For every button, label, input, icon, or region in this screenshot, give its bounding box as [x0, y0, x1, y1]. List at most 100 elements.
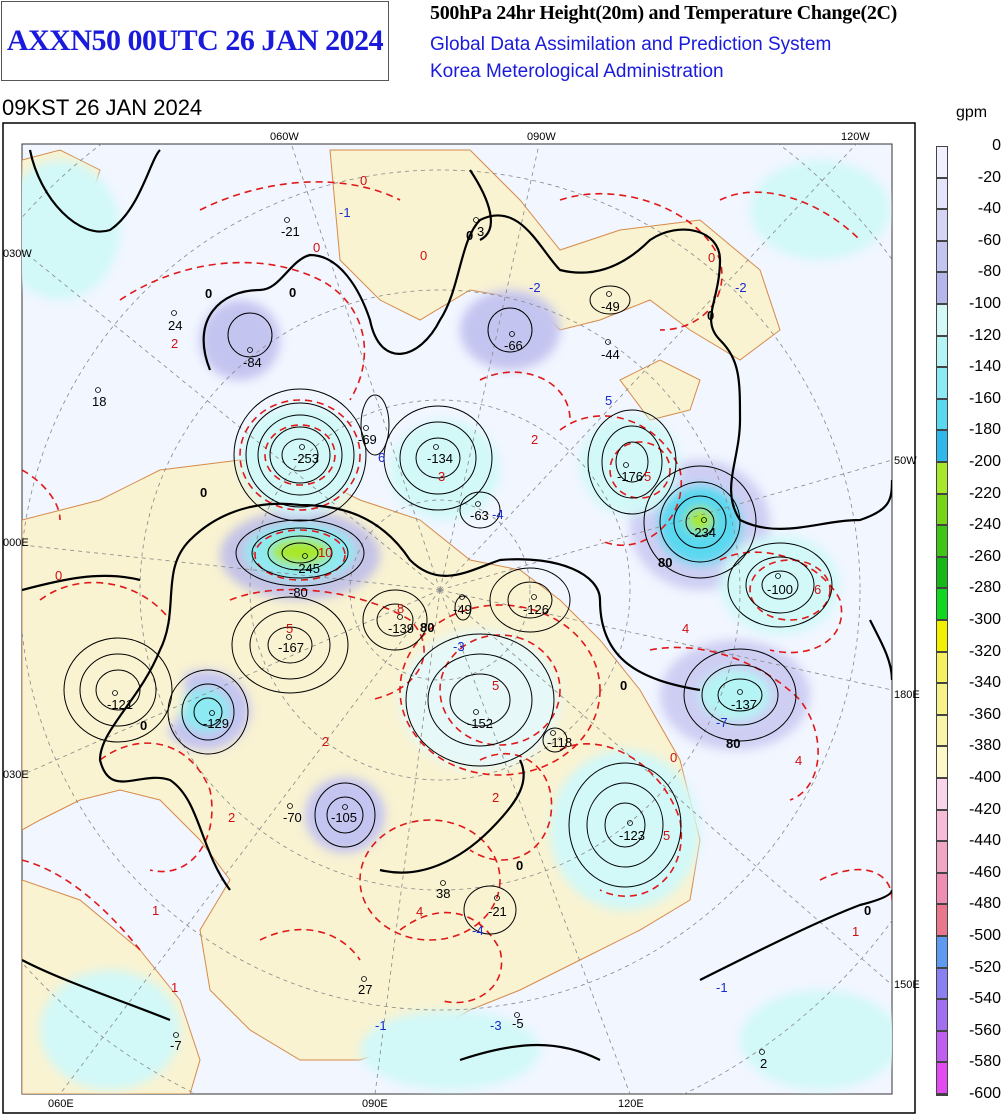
legend-level-label: -400: [968, 769, 1001, 786]
center-label: 24: [168, 318, 182, 333]
coord-right-150e: 150E: [894, 979, 920, 991]
legend-swatch: [936, 620, 948, 652]
chart-id: AXXN50 00UTC 26 JAN 2024: [6, 24, 384, 57]
temperature-change-contours: [22, 181, 892, 1004]
temp-contour-label: 0: [360, 173, 367, 188]
temp-center-label: 3: [438, 469, 445, 484]
legend-level-label: -280: [968, 579, 1001, 597]
legend-level-label: -240: [968, 516, 1001, 534]
center-label: -70: [283, 810, 302, 825]
center-label: -176: [617, 469, 643, 484]
legend-swatch: [936, 209, 948, 241]
legend-level-label: -320: [968, 642, 1001, 660]
center-label: -44: [601, 347, 620, 362]
temp-center-label: 4: [795, 753, 802, 768]
contour-label: 0: [620, 678, 627, 693]
legend-level-label: -360: [968, 705, 1001, 723]
blue-center-label: -2: [529, 280, 541, 295]
center-label: -234: [690, 525, 716, 540]
center-label: -84: [243, 355, 262, 370]
temp-center-label: 2: [228, 810, 235, 825]
center-label: -63: [470, 508, 489, 523]
temp-center-label: 1: [152, 903, 159, 918]
temp-center-label: 5: [286, 621, 293, 636]
graticule: [22, 144, 892, 1094]
center-label: 18: [92, 394, 106, 409]
coord-left-030e: 030E: [3, 769, 29, 781]
center-label: -21: [488, 904, 507, 919]
legend-swatch: [936, 746, 948, 778]
legend-level-label: -440: [968, 832, 1001, 850]
legend-swatch: [936, 240, 948, 273]
center-label: -134: [427, 451, 453, 466]
legend-level-label: -140: [968, 358, 1001, 376]
legend-unit: gpm: [956, 104, 988, 121]
legend-level-label: -160: [968, 389, 1001, 407]
center-label: -105: [331, 810, 357, 825]
legend-swatch: [936, 809, 948, 842]
valid-time: 09KST 26 JAN 2024: [2, 95, 203, 120]
temp-contour-label: 0: [708, 250, 715, 265]
temp-contour-label: 0: [55, 568, 62, 583]
temp-center-label: 2: [531, 432, 538, 447]
contour-label: 80: [420, 620, 434, 635]
legend-swatch: [936, 335, 948, 368]
legend-level-label: -60: [977, 231, 1001, 249]
height-change-contours: [63, 285, 833, 935]
temp-center-label: 4: [416, 904, 423, 919]
center-label: -253: [293, 451, 319, 466]
temp-center-label: 4: [682, 621, 689, 636]
center-label: -5: [512, 1016, 524, 1031]
center-label: -137: [731, 697, 757, 712]
legend-level-label: -520: [968, 958, 1001, 976]
coord-bottom-060e: 060E: [48, 1098, 74, 1110]
center-label: 27: [358, 982, 372, 997]
legend-level-label: -300: [968, 611, 1001, 628]
coord-right-180e: 180E: [894, 689, 920, 701]
legend-swatch: [936, 714, 948, 747]
blue-center-label: -3: [490, 1018, 502, 1033]
legend-level-label: -560: [968, 1021, 1001, 1039]
legend-swatch: [936, 430, 948, 462]
legend-level-label: -200: [968, 453, 1001, 470]
legend-level-label: -180: [968, 421, 1001, 439]
legend-level-label: -380: [968, 737, 1001, 755]
temp-center-label: 2: [322, 734, 329, 749]
coord-left-030w: 030W: [3, 248, 32, 260]
coord-top-090w: 090W: [527, 131, 556, 143]
system-name: Global Data Assimilation and Prediction …: [430, 34, 832, 55]
center-label: -167: [278, 640, 304, 655]
center-label: -69: [358, 432, 377, 447]
center-label: 38: [436, 886, 450, 901]
center-label: -123: [619, 828, 645, 843]
legend-swatch: [936, 462, 948, 494]
legend-swatch: [936, 272, 948, 304]
legend-level-label: -120: [968, 326, 1001, 344]
legend-level-label: -600: [968, 1085, 1001, 1102]
center-label: -126: [523, 602, 549, 617]
coord-bottom-120e: 120E: [618, 1098, 644, 1110]
legend-level-label: -340: [968, 674, 1001, 692]
legend-level-label: -500: [968, 927, 1001, 944]
temp-contour-label: 0: [313, 240, 320, 255]
legend-level-label: -420: [968, 800, 1001, 818]
legend-swatch: [936, 936, 948, 968]
chart-id-box: AXXN50 00UTC 26 JAN 2024: [1, 1, 389, 81]
center-label: -7: [170, 1038, 182, 1053]
legend-swatch: [936, 525, 948, 557]
legend-swatch: [936, 683, 948, 715]
legend-level-label: 0: [992, 137, 1001, 154]
contour-line-labels: 0 0 80 80 80 0 0 0 0 0 0 0 0 0 0 0 0 0: [55, 173, 871, 918]
contour-label: 0: [140, 718, 147, 733]
blue-center-label: -2: [735, 280, 747, 295]
legend-level-label: -460: [968, 863, 1001, 881]
chart-title: 500hPa 24hr Height(20m) and Temperature …: [430, 2, 898, 24]
legend-swatch: [936, 778, 948, 810]
temp-center-label: 2: [492, 790, 499, 805]
legend-swatch: [936, 177, 948, 210]
temp-center-label: 6: [814, 582, 821, 597]
legend-swatch: [936, 1030, 948, 1063]
temp-center-label: 5: [492, 678, 499, 693]
contour-label: 0: [289, 285, 296, 300]
